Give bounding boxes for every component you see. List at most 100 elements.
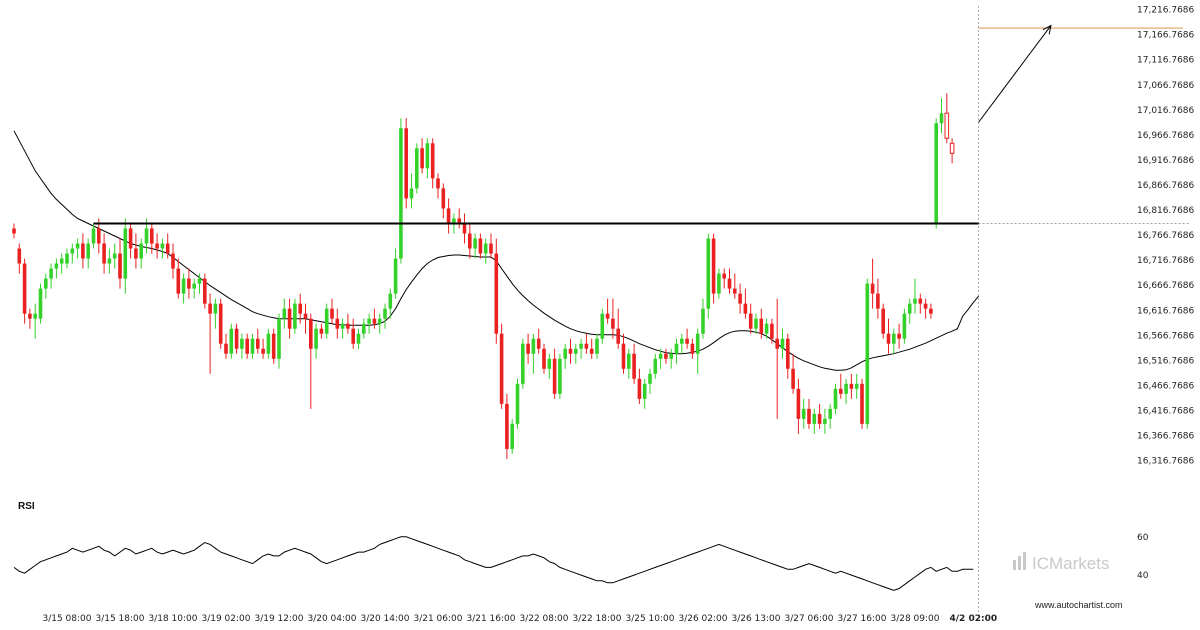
candle	[881, 303, 885, 339]
candle-body	[430, 143, 435, 179]
candle	[176, 258, 181, 299]
candle	[420, 138, 424, 174]
candle	[123, 218, 128, 294]
candle-body	[929, 308, 933, 314]
x-tick-label: 3/21 06:00	[413, 614, 462, 624]
candle-body	[330, 308, 334, 319]
candle	[876, 278, 880, 319]
candle-body	[75, 243, 80, 249]
candle	[510, 418, 514, 454]
x-tick-label: 3/15 08:00	[42, 614, 91, 624]
candle	[642, 378, 647, 409]
candle	[499, 323, 504, 409]
candle-body	[717, 273, 721, 294]
candle-body	[812, 413, 817, 424]
candle-body	[65, 253, 69, 264]
candle	[457, 208, 461, 229]
candle-body	[934, 123, 938, 224]
candle-body	[584, 343, 589, 349]
candle	[319, 323, 324, 339]
candle-body	[690, 343, 695, 354]
candle-body	[589, 348, 594, 354]
candle	[139, 238, 143, 269]
y-tick-label: 17,216.7686	[1137, 6, 1195, 16]
candle-body	[680, 338, 684, 344]
candle-body	[425, 143, 430, 169]
candle-body	[711, 238, 716, 294]
candle-body	[828, 408, 832, 419]
candle-body	[923, 303, 928, 309]
candle-body	[558, 358, 562, 394]
candle-body	[574, 348, 578, 354]
candle-body	[245, 338, 249, 354]
candle-body	[637, 378, 642, 399]
candle-body	[441, 188, 446, 209]
candle-body	[240, 338, 244, 349]
x-tick-label: 3/26 13:00	[731, 614, 780, 624]
candle	[372, 308, 377, 329]
candle-body	[939, 113, 944, 124]
candle-body	[287, 308, 292, 329]
candle	[303, 303, 308, 334]
candle-body	[446, 208, 451, 224]
candle	[287, 298, 292, 339]
candle	[558, 353, 562, 399]
candle-body	[436, 178, 440, 189]
candle	[266, 328, 271, 359]
svg-text:ICMarkets: ICMarkets	[1032, 554, 1109, 573]
candle	[245, 333, 249, 359]
candle-body	[112, 253, 117, 259]
candle	[367, 313, 371, 334]
y-tick-label: 17,066.7686	[1137, 81, 1195, 91]
candle-body	[250, 338, 255, 354]
rsi-label: RSI	[18, 501, 35, 512]
candle	[616, 308, 620, 349]
candle-body	[510, 423, 514, 449]
candle	[632, 343, 636, 384]
candle	[600, 308, 605, 344]
candle	[399, 118, 403, 264]
candle-body	[155, 243, 159, 249]
candle-body	[685, 338, 689, 344]
candle	[218, 298, 223, 349]
candle-body	[621, 343, 626, 369]
candle-body	[865, 283, 870, 424]
x-tick-label: 3/27 06:00	[784, 614, 833, 624]
candle	[436, 173, 440, 199]
rsi-panel	[13, 536, 974, 591]
candle-body	[918, 298, 923, 304]
candle	[54, 258, 59, 279]
candle	[462, 213, 467, 244]
forecast-arrow	[978, 25, 1052, 123]
candle-body	[542, 348, 546, 369]
candle-body	[399, 128, 403, 259]
candle	[839, 373, 843, 399]
candle	[393, 248, 398, 299]
candle-body	[415, 148, 419, 189]
y-tick-label: 16,716.7686	[1137, 256, 1195, 266]
candle-body	[97, 228, 101, 244]
candle-body	[494, 253, 499, 334]
grid-layer	[978, 6, 1190, 612]
y-tick-label: 16,916.7686	[1137, 156, 1195, 166]
candle	[277, 313, 281, 369]
candle	[383, 303, 387, 329]
candle-body	[197, 278, 202, 284]
rsi-line	[13, 536, 974, 591]
candle	[743, 288, 748, 319]
candle-body	[282, 308, 287, 319]
candle-body	[944, 112, 950, 139]
candle	[425, 138, 430, 179]
candle	[854, 373, 859, 399]
candle	[849, 373, 854, 399]
candle-body	[261, 348, 265, 354]
candle	[494, 238, 499, 344]
candle	[102, 233, 106, 274]
watermark-prefix: IC	[1032, 554, 1049, 573]
candle	[271, 328, 276, 364]
y-tick-label: 17,166.7686	[1137, 31, 1195, 41]
candle	[812, 408, 817, 434]
candle-body	[340, 323, 345, 329]
candle-body	[674, 343, 679, 354]
x-tick-label: 3/18 10:00	[148, 614, 197, 624]
